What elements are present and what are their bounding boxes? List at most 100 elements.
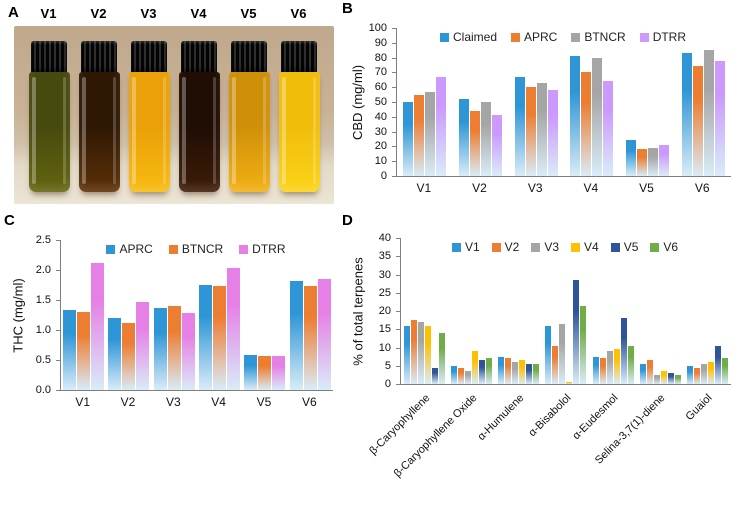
bar-C-DTRR: [317, 279, 331, 390]
y-tick-label: 15: [378, 323, 391, 336]
bar-D-V4: [425, 326, 432, 384]
bar-D-V1: [498, 357, 505, 384]
vial-cap-V3: [131, 41, 167, 73]
y-tick-mark: [56, 390, 60, 391]
legend-swatch-V4: [571, 242, 580, 252]
vial-cap-V6: [281, 41, 317, 73]
bar-B-Claimed: [514, 77, 525, 176]
bar-D-V5: [714, 346, 721, 384]
bar-B-Claimed: [681, 53, 692, 176]
vial-cap-V5: [231, 41, 267, 73]
legend-item-APRC: APRC: [106, 242, 153, 256]
vial-V5: [228, 41, 270, 192]
legend-swatch-V1: [451, 242, 461, 252]
x-labels-B: V1 V2 V3 V4 V5 V6: [396, 181, 730, 195]
y-tick-mark: [56, 330, 60, 331]
bar-D-V4: [613, 349, 620, 384]
legend-swatch-DTRR: [639, 32, 649, 42]
bar-C-DTRR: [272, 356, 286, 390]
legend-item-DTRR: DTRR: [239, 242, 286, 256]
bar-D-V2: [411, 320, 418, 384]
y-tick-label: 2.0: [35, 264, 51, 276]
vial-body-V5: [228, 72, 270, 192]
bar-group-B-3: [508, 77, 564, 176]
bar-D-V6: [486, 358, 493, 384]
y-tick-label: 0: [380, 170, 387, 182]
bar-D-V6: [439, 333, 446, 384]
legend-item-DTRR: DTRR: [639, 30, 686, 44]
vial-labels-row: V1 V2 V3 V4 V5 V6: [28, 6, 319, 21]
x-label: V4: [583, 181, 599, 195]
bar-B-APRC: [470, 111, 480, 176]
y-tick-label: 10: [378, 341, 391, 354]
y-tick-label: 40: [374, 110, 387, 123]
bar-B-APRC: [692, 66, 703, 176]
y-tick-label: 1.5: [35, 294, 51, 306]
bar-group-C-6: [288, 279, 333, 390]
y-tick-mark: [396, 384, 400, 385]
bar-D-V3: [418, 322, 425, 384]
bar-group-D-4: [542, 280, 589, 384]
bar-D-V4: [519, 360, 526, 384]
bar-D-V2: [646, 360, 653, 384]
bar-B-DTRR: [659, 145, 670, 176]
y-tick-mark: [56, 270, 60, 271]
panel-label-a: A: [8, 4, 19, 21]
y-tick-label: 0: [384, 378, 391, 390]
legend-label-V1: V1: [464, 240, 480, 254]
legend-label-V4: V4: [584, 240, 599, 254]
bar-D-V4: [707, 362, 714, 384]
y-tick-mark: [396, 238, 400, 239]
legend-label-V5: V5: [623, 240, 639, 254]
bar-D-V3: [606, 351, 613, 384]
y-tick-label: 70: [374, 66, 387, 79]
y-tick-label: 90: [374, 36, 387, 49]
bar-D-V1: [686, 366, 693, 384]
x-label: V1: [75, 395, 90, 409]
vial-label-V2: V2: [90, 6, 107, 21]
vial-V4: [178, 41, 220, 192]
bar-B-APRC: [637, 149, 648, 176]
bar-group-C-4: [197, 268, 242, 390]
y-tick-label: 5: [384, 359, 391, 372]
legend-swatch-V6: [650, 242, 660, 252]
legend-label-V2: V2: [504, 240, 520, 254]
legend-swatch-APRC: [106, 244, 116, 254]
plot-area-C: [60, 240, 333, 391]
y-tick-label: 100: [368, 22, 387, 34]
bar-D-V6: [721, 358, 728, 384]
bar-D-V1: [592, 357, 599, 384]
y-tick-mark: [392, 161, 396, 163]
x-label: V3: [165, 395, 181, 409]
vial-label-V1: V1: [40, 6, 57, 21]
bar-D-V1: [451, 366, 458, 384]
y-tick-mark: [396, 311, 400, 312]
y-tick-mark: [392, 72, 396, 74]
legend-swatch-Claimed: [439, 32, 449, 42]
bar-B-BTNCR: [703, 50, 714, 176]
legend-label-DTRR: DTRR: [252, 242, 286, 256]
y-tick-mark: [396, 274, 400, 276]
legend-swatch-BTNCR: [168, 244, 178, 254]
vial-V1: [28, 41, 70, 192]
legend-item-V5: V5: [610, 240, 639, 254]
bar-B-BTNCR: [648, 148, 659, 176]
bar-group-C-1: [61, 263, 106, 390]
vial-label-V6: V6: [290, 6, 307, 21]
bar-D-V6: [627, 346, 634, 384]
bar-D-V3: [653, 375, 660, 384]
bar-D-V3: [512, 362, 519, 384]
legend-label-V3: V3: [544, 240, 559, 254]
bar-B-Claimed: [403, 102, 414, 176]
legend-label-BTNCR: BTNCR: [181, 242, 224, 256]
legend-label-APRC: APRC: [119, 242, 153, 256]
x-label: V3: [527, 181, 543, 195]
y-tick-mark: [56, 300, 60, 301]
bar-group-B-6: [675, 50, 731, 176]
vial-cap-V1: [31, 41, 67, 73]
vial-V3: [128, 41, 170, 192]
bar-B-BTNCR: [425, 92, 436, 176]
bar-C-BTNCR: [77, 312, 91, 390]
panel-d: D % of total terpenes 0 5 10 15 20 25 30 35 40 V1 V…: [342, 212, 738, 514]
